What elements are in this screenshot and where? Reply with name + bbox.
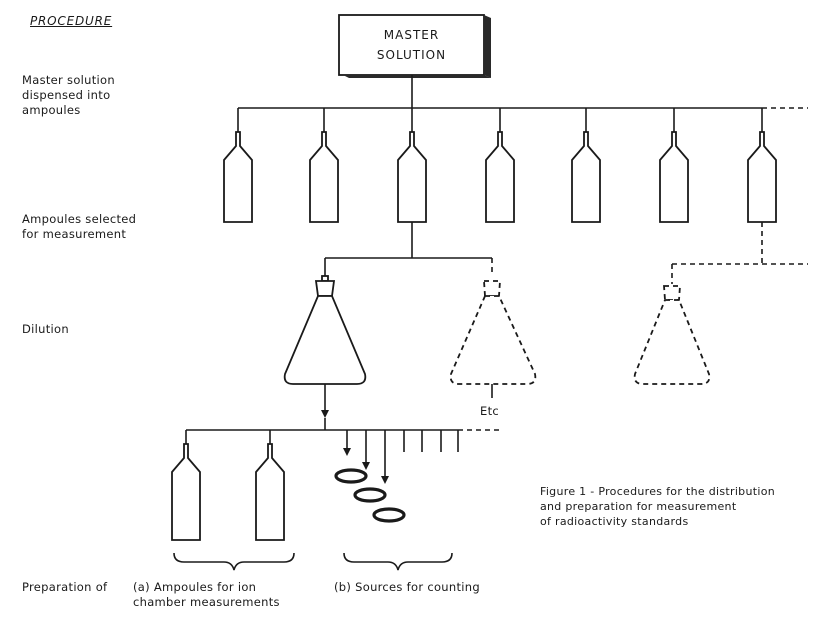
ampoule [571, 131, 601, 223]
output-a-label: (a) Ampoules for ion chamber measurement… [133, 580, 280, 609]
step-dispensed-label: Master solution dispensed into ampoules [22, 73, 115, 117]
ion-chamber-ampoule [171, 443, 201, 541]
ampoule [747, 131, 777, 223]
dilution-flask-dashed [449, 280, 537, 385]
dilution-flask [283, 275, 367, 385]
procedure-heading: PROCEDURE [30, 14, 113, 28]
ampoule [485, 131, 515, 223]
master-solution-box [338, 14, 491, 78]
ampoule-drop-lines [237, 108, 763, 132]
output-b-label: (b) Sources for counting [334, 580, 480, 594]
flask-body [283, 295, 367, 385]
dilution-flask-dashed-2 [633, 285, 711, 385]
counting-sources [334, 468, 406, 523]
master-box-outline [338, 14, 485, 76]
step-preparation-label: Preparation of [22, 580, 108, 594]
etc-label: Etc [480, 404, 499, 418]
ampoule [223, 131, 253, 223]
figure-caption: Figure 1 - Procedures for the distributi… [540, 485, 775, 528]
source-arrows [343, 430, 459, 484]
ion-chamber-ampoule [255, 443, 285, 541]
ampoule [309, 131, 339, 223]
ampoule [659, 131, 689, 223]
ampoule-row [223, 131, 777, 223]
step-dilution-label: Dilution [22, 322, 69, 336]
ampoule [397, 131, 427, 223]
master-solution-label: MASTER SOLUTION [376, 28, 447, 62]
step-selected-label: Ampoules selected for measurement [22, 212, 137, 241]
flask-stopper [314, 280, 336, 297]
master-box-shadow [484, 15, 491, 78]
brace-sources [343, 552, 453, 571]
brace-ampoules [173, 552, 295, 571]
